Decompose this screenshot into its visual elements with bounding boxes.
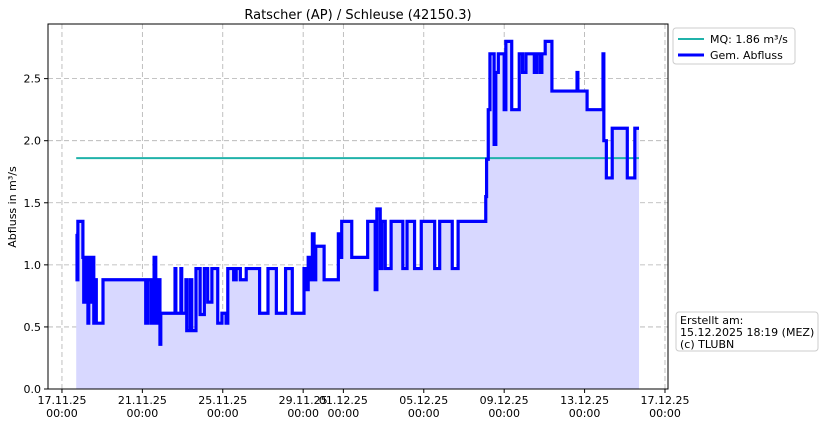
x-tick-label-time: 00:00	[328, 407, 360, 420]
plot-frame	[47, 23, 669, 390]
y-tick-label: 2.5	[24, 73, 42, 86]
annotation-line-3: (c) TLUBN	[680, 338, 734, 351]
legend-mq-label: MQ: 1.86 m³/s	[710, 33, 788, 46]
annotation-box: Erstellt am: 15.12.2025 18:19 (MEZ) (c) …	[675, 311, 819, 352]
x-tick-label-time: 00:00	[569, 407, 601, 420]
x-tick-label-time: 00:00	[649, 407, 681, 420]
annotation-line-1: Erstellt am:	[680, 314, 743, 327]
y-axis-label: Abfluss in m³/s	[6, 166, 19, 248]
x-tick-label-time: 00:00	[287, 407, 319, 420]
abfluss-line	[75, 39, 640, 346]
plot-marks	[75, 39, 640, 389]
x-tick-label: 17.12.25	[640, 394, 689, 407]
x-tick-label: 17.11.25	[37, 394, 86, 407]
y-tick-label: 1.5	[24, 197, 42, 210]
x-tick-label: 25.11.25	[198, 394, 247, 407]
axis-ticks: 17.11.2500:0021.11.2500:0025.11.2500:002…	[24, 73, 690, 420]
y-tick-label: 1.0	[24, 259, 42, 272]
annotation-frame	[675, 311, 819, 352]
x-tick-label-time: 00:00	[207, 407, 239, 420]
legend-abfluss-label: Gem. Abfluss	[710, 49, 783, 62]
x-tick-label-time: 00:00	[127, 407, 159, 420]
x-tick-label: 05.12.25	[399, 394, 448, 407]
x-tick-label-time: 00:00	[488, 407, 520, 420]
y-tick-label: 0.0	[24, 383, 42, 396]
x-tick-label-time: 00:00	[408, 407, 440, 420]
y-tick-label: 2.0	[24, 135, 42, 148]
x-tick-label: 29.11.25	[279, 394, 328, 407]
legend: MQ: 1.86 m³/s Gem. Abfluss	[672, 27, 796, 65]
annotation-line-2: 15.12.2025 18:19 (MEZ)	[680, 326, 814, 339]
x-tick-label: 01.12.25	[319, 394, 368, 407]
x-tick-label: 21.11.25	[118, 394, 167, 407]
x-tick-label: 13.12.25	[560, 394, 609, 407]
x-tick-label: 09.12.25	[480, 394, 529, 407]
chart-title: Ratscher (AP) / Schleuse (42150.3)	[244, 8, 471, 23]
x-tick-label-time: 00:00	[46, 407, 78, 420]
y-tick-label: 0.5	[24, 321, 42, 334]
